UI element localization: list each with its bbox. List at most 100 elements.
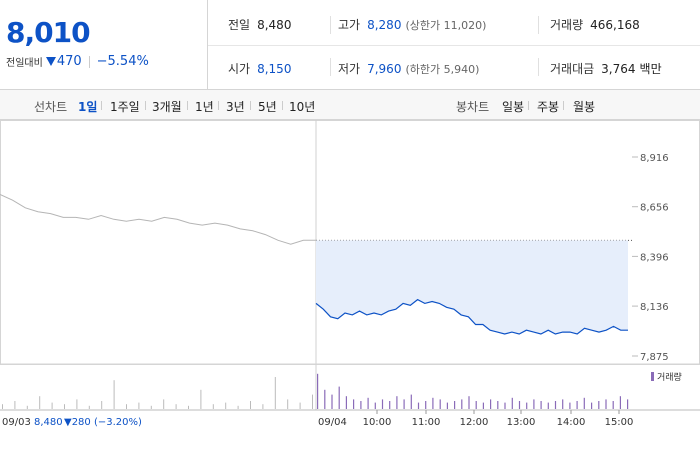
volume-bar-prev <box>39 396 41 409</box>
volume-bar-today <box>338 386 340 409</box>
volume-bar-today <box>367 397 369 409</box>
volume-bar-prev <box>175 404 177 409</box>
volume-bar-today <box>583 397 585 409</box>
volume-bar-prev <box>51 402 53 409</box>
divider <box>330 16 331 34</box>
amount-cell: 거래대금 3,764 백만 <box>550 62 662 76</box>
today-date-label: 09/04 <box>318 417 347 428</box>
volume-bar-today <box>598 401 600 409</box>
today-fill-area <box>316 240 628 334</box>
prev-close-cell: 전일 8,480 <box>228 18 292 32</box>
tab-daily-candle[interactable]: 일봉 <box>502 100 525 114</box>
low-cell: 저가 7,960 (하한가 5,940) <box>338 62 480 76</box>
volume-bar-today <box>331 394 333 409</box>
divider <box>538 16 539 34</box>
price-chart-svg: 8,916 8,656 8,396 8,136 7,875 거래량 09/03 8,480 ▼2… <box>0 120 700 428</box>
tab-1week[interactable]: 1주일 <box>110 100 140 114</box>
current-price: 8,010 <box>6 16 91 49</box>
tab-3year[interactable]: 3년 <box>226 100 245 114</box>
volume-bar-prev <box>138 402 140 409</box>
volume-bar-today <box>526 402 528 409</box>
volume-bar-today <box>410 394 412 409</box>
volume-bar-today <box>475 401 477 409</box>
volume-legend-swatch <box>651 372 654 381</box>
volume-bar-today <box>360 401 362 409</box>
volume-cell: 거래량 466,168 <box>550 18 640 32</box>
volume-bar-prev <box>76 399 78 409</box>
x-tick-label: 11:00 <box>412 417 441 428</box>
volume-bar-today <box>518 401 521 409</box>
volume-bar-today <box>540 401 542 409</box>
divider <box>538 58 539 76</box>
x-tick-label: 10:00 <box>363 417 392 428</box>
volume-bar-today <box>490 399 492 409</box>
volume-bar-today <box>425 401 427 409</box>
divider <box>330 58 331 76</box>
volume-bar-today <box>619 396 621 409</box>
volume-bar-prev <box>2 404 3 409</box>
chart-tab-bar: 선차트 1일 1주일 3개월 1년 3년 5년 10년 봉차트 일봉 주봉 월봉 <box>0 90 700 120</box>
today-price-line <box>315 298 628 335</box>
volume-bar-prev <box>188 405 189 409</box>
volume-bar-today <box>324 389 326 409</box>
volume-bar-prev <box>250 401 251 409</box>
volume-bar-today <box>547 402 549 409</box>
volume-bar-prev <box>14 401 16 409</box>
volume-bar-prev <box>64 404 65 409</box>
volume-bar-prev <box>26 405 28 409</box>
divider <box>282 101 283 110</box>
volume-bar-prev <box>225 402 227 409</box>
tab-1year[interactable]: 1년 <box>195 100 214 114</box>
divider <box>218 101 219 110</box>
y-tick-label: 7,875 <box>640 352 669 363</box>
divider <box>187 101 188 110</box>
prev-day-change-label: ▼280 (−3.20%) <box>64 417 142 428</box>
volume-bar-today <box>374 402 376 409</box>
candle-chart-title: 봉차트 <box>456 100 490 114</box>
volume-bar-today <box>591 402 593 409</box>
tab-monthly-candle[interactable]: 월봉 <box>573 100 596 114</box>
volume-bar-today <box>576 401 578 409</box>
volume-bar-today <box>432 397 434 409</box>
volume-bar-today <box>554 401 557 409</box>
price-box: 8,010 전일대비 470 −5.54% <box>0 0 208 90</box>
volume-bar-prev <box>101 401 103 409</box>
x-tick-label: 12:00 <box>460 417 489 428</box>
x-tick-label: 13:00 <box>507 417 536 428</box>
volume-bar-today <box>389 401 391 409</box>
volume-bar-today <box>446 402 448 409</box>
volume-bar-prev <box>126 404 127 409</box>
open-cell: 시가 8,150 <box>228 62 292 76</box>
quote-panel: 8,010 전일대비 470 −5.54% 전일 8,480 고가 8,280 … <box>0 0 700 90</box>
volume-bar-today <box>461 399 463 409</box>
volume-bar-prev <box>212 404 214 409</box>
volume-bar-today <box>612 401 614 409</box>
volume-bar-today <box>468 396 470 409</box>
volume-bar-today <box>504 402 506 409</box>
volume-bar-today <box>317 373 319 409</box>
volume-bar-today <box>353 399 355 409</box>
volume-bar-today <box>345 396 347 409</box>
x-tick-label: 15:00 <box>605 417 634 428</box>
tab-weekly-candle[interactable]: 주봉 <box>537 100 560 114</box>
divider <box>101 101 102 110</box>
price-chart: 8,916 8,656 8,396 8,136 7,875 거래량 09/03 8,480 ▼2… <box>0 120 700 450</box>
tab-10year[interactable]: 10년 <box>289 100 316 114</box>
volume-bar-prev <box>299 402 301 409</box>
y-tick-label: 8,396 <box>640 252 669 263</box>
volume-bar-today <box>417 402 420 409</box>
volume-bar-today <box>403 399 405 409</box>
prev-day-price-line <box>0 194 316 245</box>
row-divider <box>208 45 700 46</box>
volume-bar-today <box>396 396 398 409</box>
volume-bar-today <box>381 399 384 409</box>
tab-5year[interactable]: 5년 <box>258 100 277 114</box>
tab-3month[interactable]: 3개월 <box>152 100 182 114</box>
volume-bar-today <box>482 402 484 409</box>
volume-bar-today <box>439 399 441 409</box>
x-tick-label: 14:00 <box>557 417 586 428</box>
volume-bar-prev <box>287 399 289 409</box>
tab-1day[interactable]: 1일 <box>78 100 98 114</box>
divider <box>528 101 529 110</box>
volume-bar-today <box>569 402 571 409</box>
